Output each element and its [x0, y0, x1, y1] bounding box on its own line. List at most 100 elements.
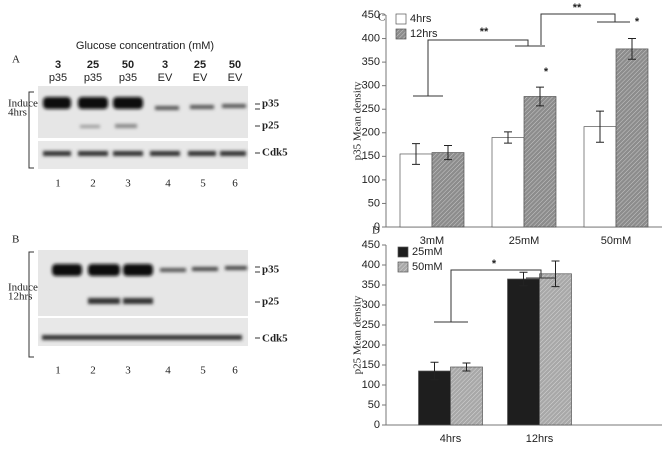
y-tick-label: 100 — [362, 379, 380, 391]
bar — [431, 152, 465, 228]
lane-concentration: 3 — [162, 59, 168, 71]
significance-marker: * — [492, 258, 497, 270]
panel-letter: A — [12, 54, 20, 66]
y-tick-label: 200 — [362, 127, 380, 139]
bar — [399, 153, 433, 228]
significance-marker: ** — [480, 26, 489, 38]
lane-construct: p35 — [49, 72, 67, 84]
y-tick-label: 50 — [368, 399, 380, 411]
lane-number: 2 — [90, 365, 96, 377]
error-bar — [551, 260, 560, 288]
lane-number: 3 — [125, 178, 131, 190]
x-tick-label: 50mM — [601, 235, 632, 247]
lane-construct: EV — [193, 72, 208, 84]
panel-letter: D — [372, 225, 380, 237]
y-tick-label: 150 — [362, 359, 380, 371]
error-bar — [430, 361, 439, 381]
lane-number: 1 — [55, 178, 61, 190]
legend-label: 12hrs — [410, 28, 438, 40]
induce-label: Induce — [8, 98, 38, 110]
x-tick-label: 12hrs — [526, 433, 554, 445]
error-bar — [519, 271, 528, 287]
lane-number: 5 — [200, 365, 206, 377]
blot-heading: Glucose concentration (mM) — [76, 40, 214, 52]
error-bar — [412, 143, 420, 165]
y-tick-label: 350 — [362, 279, 380, 291]
legend-swatch — [397, 246, 409, 258]
lane-construct: EV — [158, 72, 173, 84]
x-tick-label: 3mM — [420, 235, 444, 247]
y-axis-title: p25 Mean density — [352, 295, 364, 374]
y-tick-label: 150 — [362, 150, 380, 162]
y-tick-label: 200 — [362, 339, 380, 351]
band-label: p35 — [262, 264, 280, 276]
error-bar — [596, 110, 604, 143]
y-tick-label: 0 — [374, 221, 380, 233]
band-label: p25 — [262, 296, 280, 308]
lane-concentration: 3 — [55, 59, 61, 71]
lane-number: 5 — [200, 178, 206, 190]
legend-label: 50mM — [412, 261, 443, 273]
y-tick-label: 100 — [362, 174, 380, 186]
y-tick-label: 300 — [362, 80, 380, 92]
x-tick-label: 25mM — [509, 235, 540, 247]
lane-number: 6 — [232, 178, 238, 190]
bar — [523, 96, 557, 228]
lane-concentration: 25 — [87, 59, 99, 71]
lane-number: 2 — [90, 178, 96, 190]
lane-construct: p35 — [84, 72, 102, 84]
lane-construct: EV — [228, 72, 243, 84]
error-bar — [462, 362, 471, 372]
lane-number: 3 — [125, 365, 131, 377]
bar — [615, 48, 649, 228]
significance-marker: * — [544, 66, 549, 78]
panel-letter: C — [378, 12, 385, 24]
lane-concentration: 50 — [122, 59, 134, 71]
bar — [491, 137, 525, 228]
induce-label: 12hrs — [8, 291, 32, 303]
significance-bracket — [434, 269, 556, 323]
legend-swatch — [395, 13, 407, 25]
legend-swatch — [397, 261, 409, 273]
error-bar — [628, 38, 636, 60]
significance-bracket — [413, 39, 545, 97]
induce-label: 4hrs — [8, 107, 27, 119]
y-tick-label: 250 — [362, 319, 380, 331]
blot-a — [28, 86, 260, 169]
lane-concentration: 25 — [194, 59, 206, 71]
lane-concentration: 50 — [229, 59, 241, 71]
lane-number: 6 — [232, 365, 238, 377]
y-tick-label: 300 — [362, 299, 380, 311]
bar — [583, 126, 617, 228]
y-tick-label: 0 — [374, 419, 380, 431]
bar — [450, 366, 483, 426]
y-tick-label: 350 — [362, 56, 380, 68]
y-tick-label: 400 — [362, 32, 380, 44]
band-label: p35 — [262, 98, 280, 110]
significance-bracket — [540, 13, 630, 45]
legend-label: 25mM — [412, 246, 443, 258]
band-label: Cdk5 — [262, 333, 288, 345]
error-bar — [504, 131, 512, 144]
bar — [539, 273, 572, 426]
lane-number: 4 — [165, 178, 171, 190]
band-label: p25 — [262, 120, 280, 132]
y-tick-label: 450 — [362, 9, 380, 21]
panel-letter: B — [12, 234, 19, 246]
legend-label: 4hrs — [410, 13, 432, 25]
legend-swatch — [395, 28, 407, 40]
y-tick-label: 400 — [362, 259, 380, 271]
blot-b — [28, 250, 260, 358]
y-tick-label: 50 — [368, 197, 380, 209]
x-tick-label: 4hrs — [440, 433, 462, 445]
lane-number: 4 — [165, 365, 171, 377]
y-axis-title: p35 Mean density — [352, 81, 364, 160]
y-tick-label: 250 — [362, 103, 380, 115]
lane-number: 1 — [55, 365, 61, 377]
error-bar — [536, 86, 544, 107]
bar — [507, 278, 540, 426]
y-tick-label: 450 — [362, 239, 380, 251]
significance-marker: * — [635, 16, 640, 28]
error-bar — [444, 144, 452, 161]
